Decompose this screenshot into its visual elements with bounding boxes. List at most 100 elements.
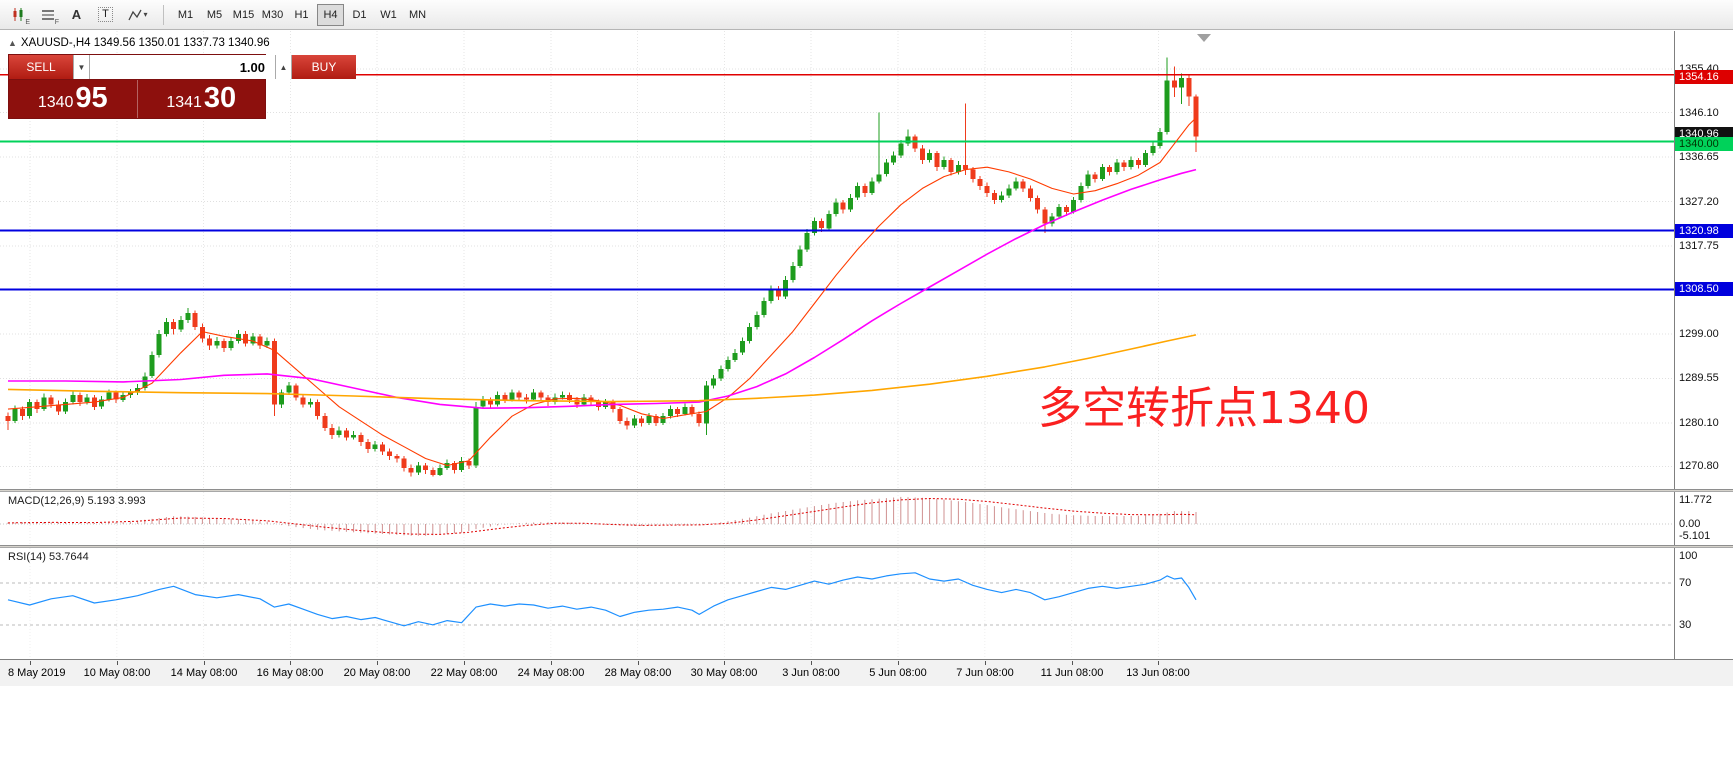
macd-panel[interactable] (0, 492, 1674, 545)
time-axis-label: 13 Jun 08:00 (1126, 667, 1190, 679)
timeframe-h1[interactable]: H1 (288, 4, 315, 26)
time-tick (290, 661, 291, 665)
toolbar-separator (163, 4, 164, 25)
time-tick (464, 661, 465, 665)
trendline-icon (128, 9, 143, 20)
one-click-trading-panel: SELL ▼ ▲ BUY 1340 95 1341 30 (8, 54, 356, 119)
macd-axis-label: 0.00 (1679, 518, 1701, 530)
collapse-trade-panel-icon[interactable]: ▲ (8, 38, 17, 48)
fast-ma-line (7, 117, 1197, 467)
timeframe-m30[interactable]: M30 (259, 4, 286, 26)
price-axis-label: 1317.75 (1679, 240, 1719, 252)
support2-price-badge: 1308.50 (1675, 282, 1733, 296)
time-tick (811, 661, 812, 665)
pivot-price-badge: 1340.00 (1675, 137, 1733, 151)
timeframe-m5[interactable]: M5 (201, 4, 228, 26)
time-tick (377, 661, 378, 665)
price-axis-label: 1299.00 (1679, 328, 1719, 340)
chart-ohlc-header: ▲ XAUUSD-,H4 1349.56 1350.01 1337.73 1340… (8, 37, 270, 49)
symbol-ohlc-text: XAUUSD-,H4 1349.56 1350.01 1337.73 1340.… (20, 37, 270, 49)
time-axis-label: 3 Jun 08:00 (782, 667, 840, 679)
icon-corner-letter: F (54, 18, 59, 26)
timeframe-m1[interactable]: M1 (172, 4, 199, 26)
macd-axis-label: 11.772 (1679, 494, 1712, 506)
letter-t-icon: T (98, 7, 113, 22)
macd-histogram (7, 496, 1197, 536)
volume-input[interactable] (90, 55, 275, 79)
price-axis-label: 1289.55 (1679, 372, 1719, 384)
sell-button[interactable]: SELL (9, 55, 73, 79)
volume-increase-icon[interactable]: ▲ (275, 55, 292, 79)
timeframe-w1[interactable]: W1 (375, 4, 402, 26)
time-axis-label: 7 Jun 08:00 (956, 667, 1014, 679)
support1-price-badge: 1320.98 (1675, 224, 1733, 238)
time-tick (30, 661, 31, 665)
panel-splitter[interactable] (0, 489, 1733, 492)
price-axis[interactable]: 1355.40 1346.10 1336.65 1327.20 1317.75 1299.… (1674, 31, 1733, 659)
bid-price-button[interactable]: 1340 95 (9, 80, 137, 118)
time-axis-label: 16 May 08:00 (256, 667, 324, 679)
macd-axis-label: -5.101 (1679, 530, 1711, 542)
time-axis-label: 22 May 08:00 (430, 667, 498, 679)
time-axis-label: 8 May 2019 (8, 667, 66, 679)
time-tick (985, 661, 986, 665)
rsi-axis-label: 100 (1679, 550, 1698, 562)
time-tick (551, 661, 552, 665)
time-axis-label: 14 May 08:00 (170, 667, 238, 679)
time-axis-label: 28 May 08:00 (604, 667, 672, 679)
timeframe-m15[interactable]: M15 (230, 4, 257, 26)
text-label-icon-button[interactable]: A (63, 3, 90, 27)
time-tick (1072, 661, 1073, 665)
rsi-panel[interactable] (0, 548, 1674, 659)
timeframe-d1[interactable]: D1 (346, 4, 373, 26)
macd-label: MACD(12,26,9) 5.193 3.993 (8, 495, 146, 507)
rsi-label: RSI(14) 53.7644 (8, 551, 89, 563)
time-axis-label: 5 Jun 08:00 (869, 667, 927, 679)
timeframe-h4[interactable]: H4 (317, 3, 344, 26)
toolbar: E F A T ▾ M1 M5 M15 M30 H1 H4 D1 (0, 0, 1733, 30)
ask-price-big: 30 (203, 82, 237, 114)
price-chart[interactable] (0, 31, 1674, 489)
trade-panel-divider (136, 80, 138, 118)
time-tick (898, 661, 899, 665)
time-tick (638, 661, 639, 665)
price-axis-label: 1336.65 (1679, 151, 1719, 163)
rsi-axis-label: 30 (1679, 619, 1692, 631)
time-axis-label: 11 Jun 08:00 (1040, 667, 1104, 679)
price-axis-label: 1327.20 (1679, 196, 1719, 208)
bid-price-small: 1340 (37, 94, 74, 111)
chinese-annotation-text: 多空转折点1340 (1038, 383, 1370, 434)
chart-shift-marker[interactable] (1197, 34, 1211, 42)
price-axis-label: 1280.10 (1679, 417, 1719, 429)
text-box-icon-button[interactable]: T (92, 3, 119, 27)
letter-a-icon: A (71, 7, 82, 22)
chevron-down-icon: ▾ (143, 10, 148, 19)
price-axis-label: 1346.10 (1679, 107, 1719, 119)
mid-ma-line (8, 168, 1197, 409)
buy-button[interactable]: BUY (292, 55, 356, 79)
candlestick-chart-icon-button[interactable]: E (5, 3, 32, 27)
drawing-tools-dropdown-button[interactable]: ▾ (121, 3, 155, 27)
grid (0, 31, 1674, 489)
timeframe-mn[interactable]: MN (404, 4, 431, 26)
time-axis[interactable]: 8 May 2019 10 May 08:00 14 May 08:00 16 May… (0, 659, 1733, 686)
time-tick (1158, 661, 1159, 665)
list-icon (41, 9, 54, 20)
time-tick (724, 661, 725, 665)
time-tick (204, 661, 205, 665)
time-tick (117, 661, 118, 665)
resistance-price-badge: 1354.16 (1675, 70, 1733, 84)
panel-splitter[interactable] (0, 545, 1733, 548)
volume-decrease-icon[interactable]: ▼ (73, 55, 90, 79)
icon-corner-letter: E (25, 18, 30, 26)
ask-price-button[interactable]: 1341 30 (138, 80, 266, 118)
time-axis-label: 20 May 08:00 (343, 667, 411, 679)
time-axis-label: 30 May 08:00 (690, 667, 758, 679)
time-axis-label: 24 May 08:00 (517, 667, 585, 679)
indicator-list-icon-button[interactable]: F (34, 3, 61, 27)
rsi-axis-label: 70 (1679, 577, 1692, 589)
price-axis-label: 1270.80 (1679, 460, 1719, 472)
bid-price-big: 95 (75, 82, 108, 114)
time-axis-label: 10 May 08:00 (83, 667, 151, 679)
